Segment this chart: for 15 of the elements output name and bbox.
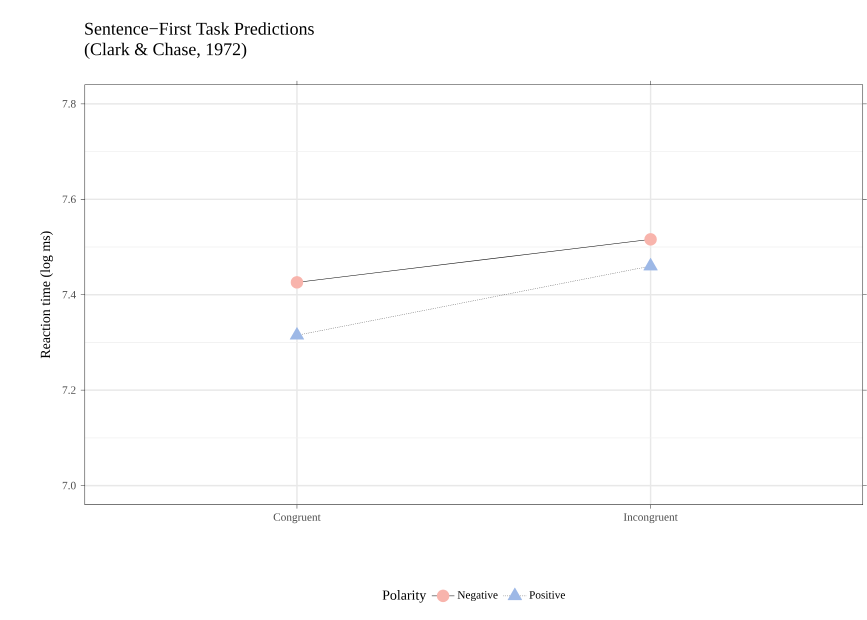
legend-label: Positive — [529, 590, 565, 598]
y-axis-title: Reaction time (log ms) — [40, 231, 53, 358]
y-tick-label: 7.2 — [62, 386, 76, 394]
point — [644, 232, 657, 246]
legend-label: Negative — [458, 590, 498, 601]
chart-title: Sentence−First Task Predictions — [85, 22, 314, 35]
y-tick-label: 7.4 — [62, 290, 76, 298]
y-tick-label: 7.8 — [62, 100, 76, 108]
y-tick-label: 7.6 — [62, 195, 76, 203]
x-tick-label: Incongruent — [624, 513, 678, 523]
y-tick-label: 7.0 — [62, 482, 76, 490]
legend-title: Polarity — [382, 590, 426, 602]
point — [290, 276, 304, 288]
chart-subtitle: (Clark & Chase, 1972) — [84, 42, 246, 59]
x-tick-label: Congruent — [274, 513, 321, 524]
